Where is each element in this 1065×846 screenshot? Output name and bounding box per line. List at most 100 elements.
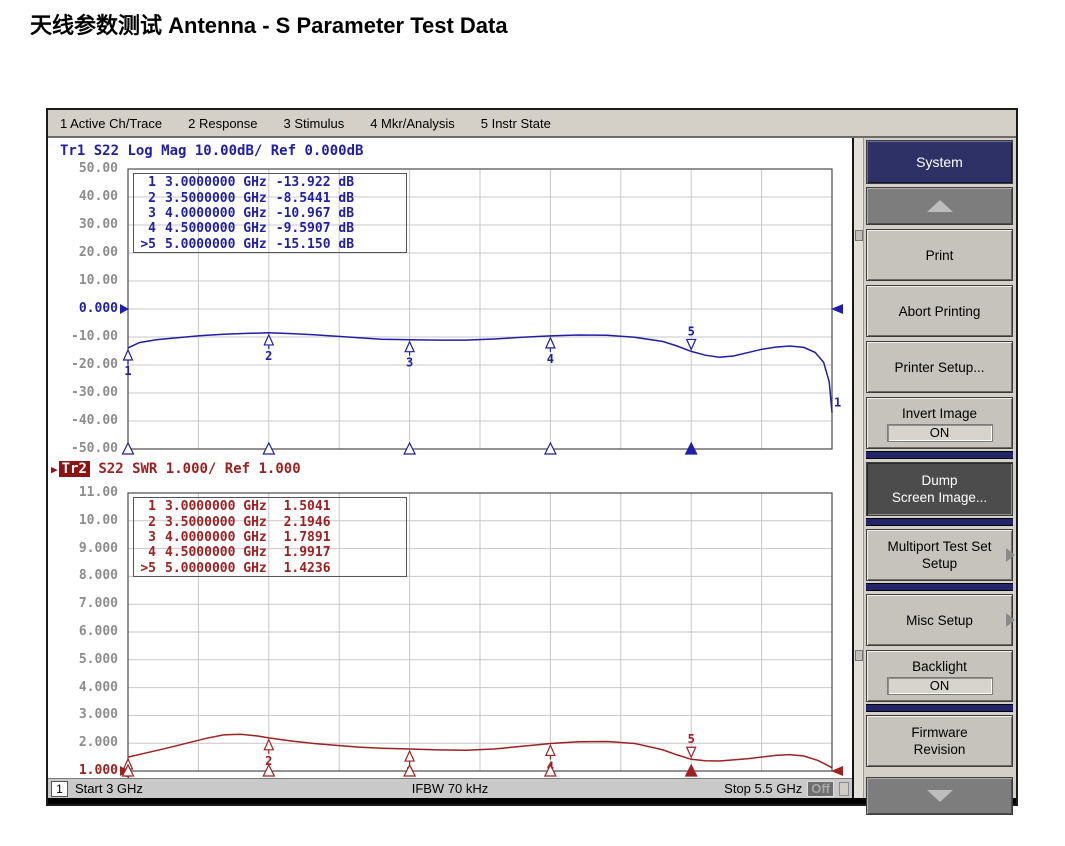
marker-table-row: 3 4.0000000 GHz 1.7891 xyxy=(148,529,331,545)
y-tick-label: 11.00 xyxy=(78,485,118,500)
softkey-label: Dump xyxy=(921,473,958,488)
softkey-label: Printer Setup... xyxy=(894,359,985,375)
y-tick-label: 10.00 xyxy=(78,273,118,288)
menu-item-5-instr-state[interactable]: 5 Instr State xyxy=(480,115,551,131)
trace-display-area: Tr1 S22 Log Mag 10.00dB/ Ref 0.000dB 5 0.… xyxy=(48,138,852,778)
active-trace-arrow-icon: ▶ xyxy=(51,462,58,476)
tr2-label: Tr2 xyxy=(58,461,90,477)
svg-text:1: 1 xyxy=(124,364,131,378)
softkey-label: Screen Image... xyxy=(891,490,988,505)
body-row: Tr1 S22 Log Mag 10.00dB/ Ref 0.000dB 5 0.… xyxy=(48,138,1016,815)
y-tick-label: 9.000 xyxy=(78,540,118,556)
softkey-separator xyxy=(866,583,1013,591)
softkey-misc-setup[interactable]: Misc Setup xyxy=(866,594,1015,646)
softkey-label: Backlight xyxy=(912,658,967,674)
softkey-toggle-state: ON xyxy=(886,676,993,695)
status-bar: 1 Start 3 GHz IFBW 70 kHz Stop 5.5 GHz O… xyxy=(48,778,852,798)
svg-text:1: 1 xyxy=(834,396,841,410)
svg-text:2: 2 xyxy=(265,349,272,363)
menu-item-4-mkr-analysis[interactable]: 4 Mkr/Analysis xyxy=(370,115,455,131)
tr1-label: Tr1 xyxy=(60,143,86,159)
submenu-arrow-icon xyxy=(1006,548,1015,562)
channel-number-box: 1 xyxy=(51,780,68,797)
svg-text:2: 2 xyxy=(265,754,272,768)
svg-text:5: 5 xyxy=(688,324,695,338)
tr1-header: Tr1 S22 Log Mag 10.00dB/ Ref 0.000dB xyxy=(60,143,363,159)
strip-notch xyxy=(855,230,863,241)
scroll-up-arrow-icon xyxy=(926,200,953,212)
vna-instrument-screen: 1 Active Ch/Trace 2 Response 3 Stimulus 4 M… xyxy=(46,108,1018,815)
marker-table-row: >5 5.0000000 GHz -15.150 dB xyxy=(140,236,355,252)
svg-text:3: 3 xyxy=(406,356,413,370)
softkey-separator xyxy=(866,704,1013,712)
y-tick-label: 0.000 xyxy=(78,301,118,316)
y-tick-label: 5.000 xyxy=(78,651,118,667)
softkey-label: Revision xyxy=(913,742,966,757)
softkey-label: Setup xyxy=(921,556,958,571)
softkey-label: Invert Image xyxy=(901,405,978,421)
y-tick-label: 3.000 xyxy=(78,707,118,723)
y-tick-label: -10.00 xyxy=(71,329,118,344)
y-tick-label: 7.000 xyxy=(78,596,118,612)
softkey-panel: System Print Abort Printing Printer Setup.… xyxy=(854,138,1016,815)
softkey-multiport-test-set-setup[interactable]: Multiport Test Set Setup xyxy=(866,529,1015,581)
softkey-backlight[interactable]: Backlight ON xyxy=(866,650,1013,702)
softkey-scroll-up[interactable] xyxy=(866,187,1013,225)
marker-table-row: 4 4.5000000 GHz 1.9917 xyxy=(148,545,331,561)
tr2-header: ▶ Tr2 S22 SWR 1.000/ Ref 1.000 xyxy=(51,461,301,477)
status-bar-end-button[interactable] xyxy=(839,781,849,796)
softkey-printer-setup[interactable]: Printer Setup... xyxy=(866,341,1013,393)
scroll-down-arrow-icon xyxy=(926,790,953,802)
softkey-firmware-revision[interactable]: Firmware Revision xyxy=(866,715,1013,767)
softkey-invert-image[interactable]: Invert Image ON xyxy=(866,397,1013,449)
y-tick-label: 6.000 xyxy=(78,624,118,639)
marker-table-row: 2 3.5000000 GHz -8.5441 dB xyxy=(148,190,355,206)
y-tick-label: 40.00 xyxy=(78,189,118,204)
y-tick-label: 20.00 xyxy=(78,245,118,260)
y-tick-label: -50.00 xyxy=(71,441,118,456)
y-tick-label: 1.000 xyxy=(78,763,118,778)
softkey-toggle-state: ON xyxy=(886,423,993,442)
display-column: Tr1 S22 Log Mag 10.00dB/ Ref 0.000dB 5 0.… xyxy=(48,138,854,798)
ifbw-value: IFBW 70 kHz xyxy=(411,781,489,796)
softkey-separator xyxy=(866,518,1013,526)
marker-table-row: 3 4.0000000 GHz -10.967 dB xyxy=(148,205,355,221)
softkey-dump-screen-image[interactable]: Dump Screen Image... xyxy=(866,462,1013,516)
softkey-label: Misc Setup xyxy=(906,612,973,628)
marker-table-row: >5 5.0000000 GHz 1.4236 xyxy=(140,560,331,576)
y-tick-label: 4.000 xyxy=(78,679,118,695)
tr1-s22-log-mag-svg: 1 2 3 4 5 1 xyxy=(120,168,843,455)
y-tick-label: 2.000 xyxy=(78,735,118,751)
start-frequency: Start 3 GHz xyxy=(75,781,143,796)
y-tick-label: 30.00 xyxy=(78,217,118,232)
page-title: 天线参数测试 Antenna - S Parameter Test Data xyxy=(30,13,508,38)
instrument-bottom-edge xyxy=(48,798,1016,804)
submenu-arrow-icon xyxy=(1006,613,1015,627)
off-indicator: Off xyxy=(807,780,834,797)
tr1-marker-table: 1 3.0000000 GHz -13.922 dB 2 3.5000000 GHz -8… xyxy=(133,173,407,253)
y-tick-label: -30.00 xyxy=(71,385,118,400)
softkey-menu-title-system[interactable]: System xyxy=(866,140,1013,184)
menu-item-3-stimulus[interactable]: 3 Stimulus xyxy=(283,115,345,131)
marker-table-row: 1 3.0000000 GHz -13.922 dB xyxy=(148,175,355,191)
softkey-scroll-down[interactable] xyxy=(866,777,1013,815)
tr2-marker-table: 1 3.0000000 GHz 1.5041 2 3.5000000 GHz 2.19… xyxy=(133,497,407,577)
strip-notch xyxy=(855,650,863,661)
menu-bar: 1 Active Ch/Trace 2 Response 3 Stimulus 4 M… xyxy=(48,110,1016,138)
tr2-header-text: S22 SWR 1.000/ Ref 1.000 xyxy=(89,461,301,477)
svg-text:5: 5 xyxy=(688,732,695,746)
softkey-label: Firmware xyxy=(911,725,968,740)
softkey-label: Print xyxy=(925,247,954,263)
y-tick-label: -40.00 xyxy=(71,413,118,428)
softkey-abort-printing[interactable]: Abort Printing xyxy=(866,285,1013,337)
softkey-print[interactable]: Print xyxy=(866,229,1013,281)
tr1-header-text: S22 Log Mag 10.00dB/ Ref 0.000dB xyxy=(85,143,364,159)
y-tick-label: -20.00 xyxy=(71,357,118,372)
menu-item-1-active-ch-trace[interactable]: 1 Active Ch/Trace xyxy=(60,115,163,131)
softkey-label: Multiport Test Set xyxy=(887,539,992,554)
menu-item-2-response[interactable]: 2 Response xyxy=(188,115,258,131)
softkey-separator xyxy=(866,451,1013,459)
